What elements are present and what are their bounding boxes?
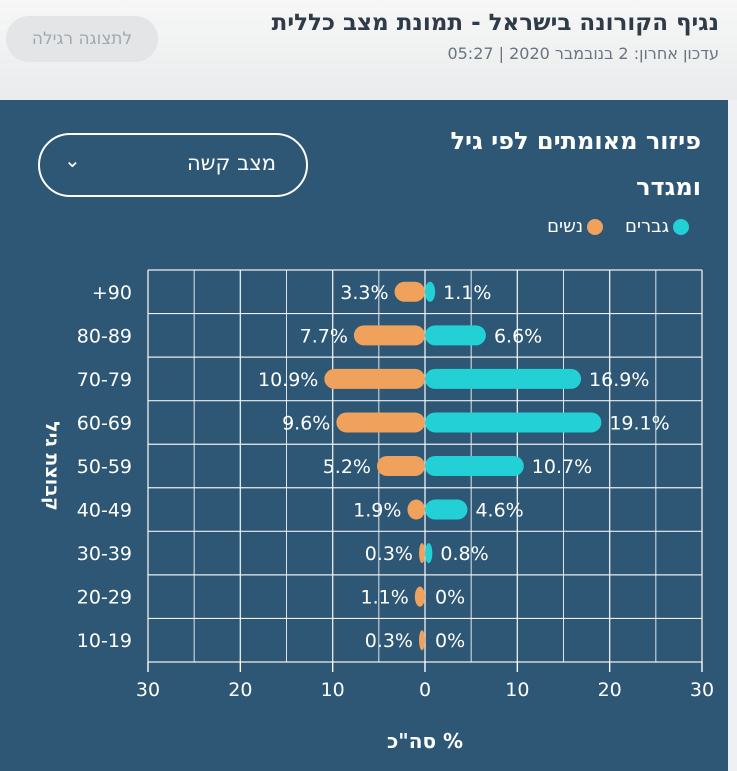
data-label-women: 5.2% [323,456,371,478]
data-label-men: 10.7% [532,456,592,478]
legend-swatch-women [587,218,604,235]
bar-women [336,412,425,433]
x-axis-title: % סה"כ [387,729,463,753]
x-tick-label: 30 [690,679,714,701]
data-label-women: 9.6% [282,412,330,434]
x-tick-label: 20 [598,679,622,701]
y-tick-label: 70-79 [77,369,132,391]
data-label-women: 10.9% [258,369,318,391]
data-label-women: 3.3% [340,282,388,304]
data-label-men: 4.6% [475,500,523,522]
chart-legend: גברים נשים [547,216,689,237]
y-tick-label: 30-39 [77,543,132,565]
bar-men [425,456,524,476]
data-label-men: 0% [435,587,465,609]
legend-item-men: גברים [625,216,689,237]
y-tick-label: 20-29 [77,587,132,609]
bar-women [353,325,425,346]
data-label-men: 0.8% [440,543,488,565]
bar-men [425,543,433,564]
data-label-women: 0.3% [365,630,413,652]
bar-women [407,499,425,520]
bar-women [376,456,425,476]
chart-panel [0,100,728,771]
data-label-men: 16.9% [589,369,649,391]
legend-swatch-men [673,218,689,235]
severity-select-value: מצב קשה [186,151,276,175]
bar-women [419,630,425,651]
y-tick-label: 80-89 [77,325,132,347]
x-tick-label: 30 [136,679,160,701]
y-tick-label: 40-49 [77,500,132,522]
x-tick-label: 20 [228,679,252,701]
y-tick-label: 50-59 [77,456,132,478]
top-bar: נגיף הקורונה בישראל - תמונת מצב כללית עד… [0,0,737,100]
bar-women [394,281,425,302]
y-tick-label: 10-19 [77,630,132,652]
data-label-men: 1.1% [443,282,491,304]
bar-men [425,368,582,389]
x-tick-label: 0 [419,679,431,701]
x-tick-label: 10 [505,679,529,701]
data-label-men: 0% [435,630,465,652]
bar-women [414,586,425,607]
bar-women [324,368,425,389]
data-label-men: 19.1% [609,412,669,434]
legend-label-men: גברים [625,216,669,237]
data-label-women: 7.7% [300,325,348,347]
y-tick-label: 60-69 [77,412,132,434]
x-tick-label: 10 [321,679,345,701]
y-tick-label: +90 [92,282,132,304]
bar-women [419,543,425,564]
bar-men [425,412,602,433]
bar-men [425,499,468,520]
chevron-down-icon: ⌄ [64,148,81,172]
data-label-women: 1.1% [361,587,409,609]
legend-item-women: נשים [547,216,604,237]
chart-title: פיזור מאומתים לפי גיל ומגדר [450,127,701,201]
data-label-men: 6.6% [494,325,542,347]
data-label-women: 0.3% [365,543,413,565]
bar-men [425,325,486,346]
severity-select[interactable]: מצב קשה ⌄ [38,133,308,197]
page-title: נגיף הקורונה בישראל - תמונת מצב כללית [271,10,719,36]
last-updated: עדכון אחרון: 2 בנובמבר 2020 | 05:27 [447,44,719,63]
data-label-women: 1.9% [353,500,401,522]
regular-view-button[interactable]: לתצוגה רגילה [6,16,158,62]
y-axis-title: קבוצת גיל [41,421,63,511]
legend-label-women: נשים [547,216,584,237]
bar-men [425,281,436,302]
